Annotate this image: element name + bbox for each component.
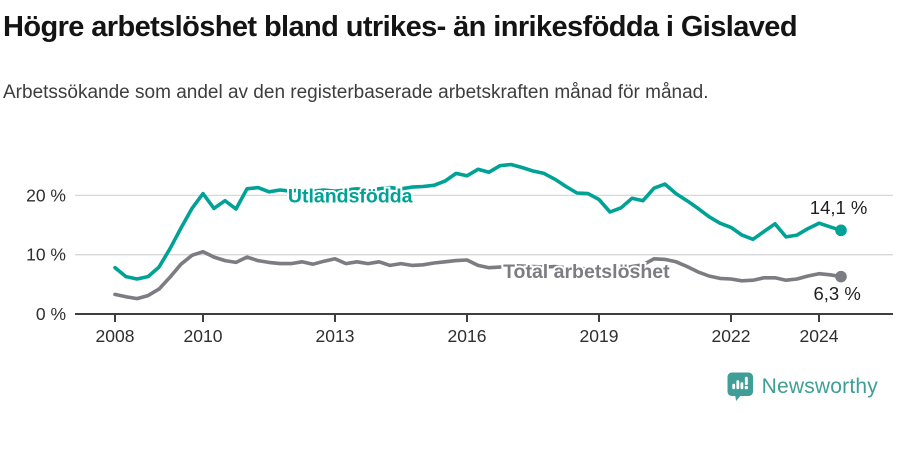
series-end-dot-total-arbetsloshet xyxy=(835,270,847,283)
series-line-utlandsfodda xyxy=(113,162,843,281)
chart-subtitle: Arbetssökande som andel av den registerb… xyxy=(3,82,709,103)
y-tick-label: 10 % xyxy=(26,245,66,265)
series-inline-label-total-arbetsloshet: Total arbetslöshet xyxy=(503,261,670,283)
page-title: Högre arbetslöshet bland utrikes- än inr… xyxy=(3,11,798,43)
unemployment-line-chart: 2008 2010 2013 2016 2019 2022 2024 0 % 10 % 20 % U… xyxy=(26,162,893,346)
series-end-value-utlandsfodda: 14,1 % xyxy=(810,197,868,218)
series-end-value-total-arbetsloshet: 6,3 % xyxy=(813,283,860,304)
x-tick-label: 2010 xyxy=(184,326,223,346)
page: Högre arbetslöshet bland utrikes- än inr… xyxy=(0,11,900,403)
x-tick-label: 2022 xyxy=(712,326,751,346)
brand-footer: Newsworthy xyxy=(0,371,900,403)
x-tick-label: 2013 xyxy=(316,326,355,346)
x-tick-label: 2019 xyxy=(580,326,619,346)
series-end-dot-utlandsfodda xyxy=(835,224,847,237)
y-tick-label: 20 % xyxy=(26,185,66,205)
x-tick-label: 2024 xyxy=(800,326,839,346)
series-line-total-arbetsloshet xyxy=(113,249,843,301)
newsworthy-wordmark[interactable]: Newsworthy xyxy=(761,375,878,398)
y-tick-label: 0 % xyxy=(36,304,66,324)
x-tick-label: 2008 xyxy=(96,326,135,346)
newsworthy-logo-icon[interactable] xyxy=(727,372,754,402)
x-tick-label: 2016 xyxy=(448,326,487,346)
series-inline-label-utlandsfodda: Utlandsfödda xyxy=(288,185,413,207)
